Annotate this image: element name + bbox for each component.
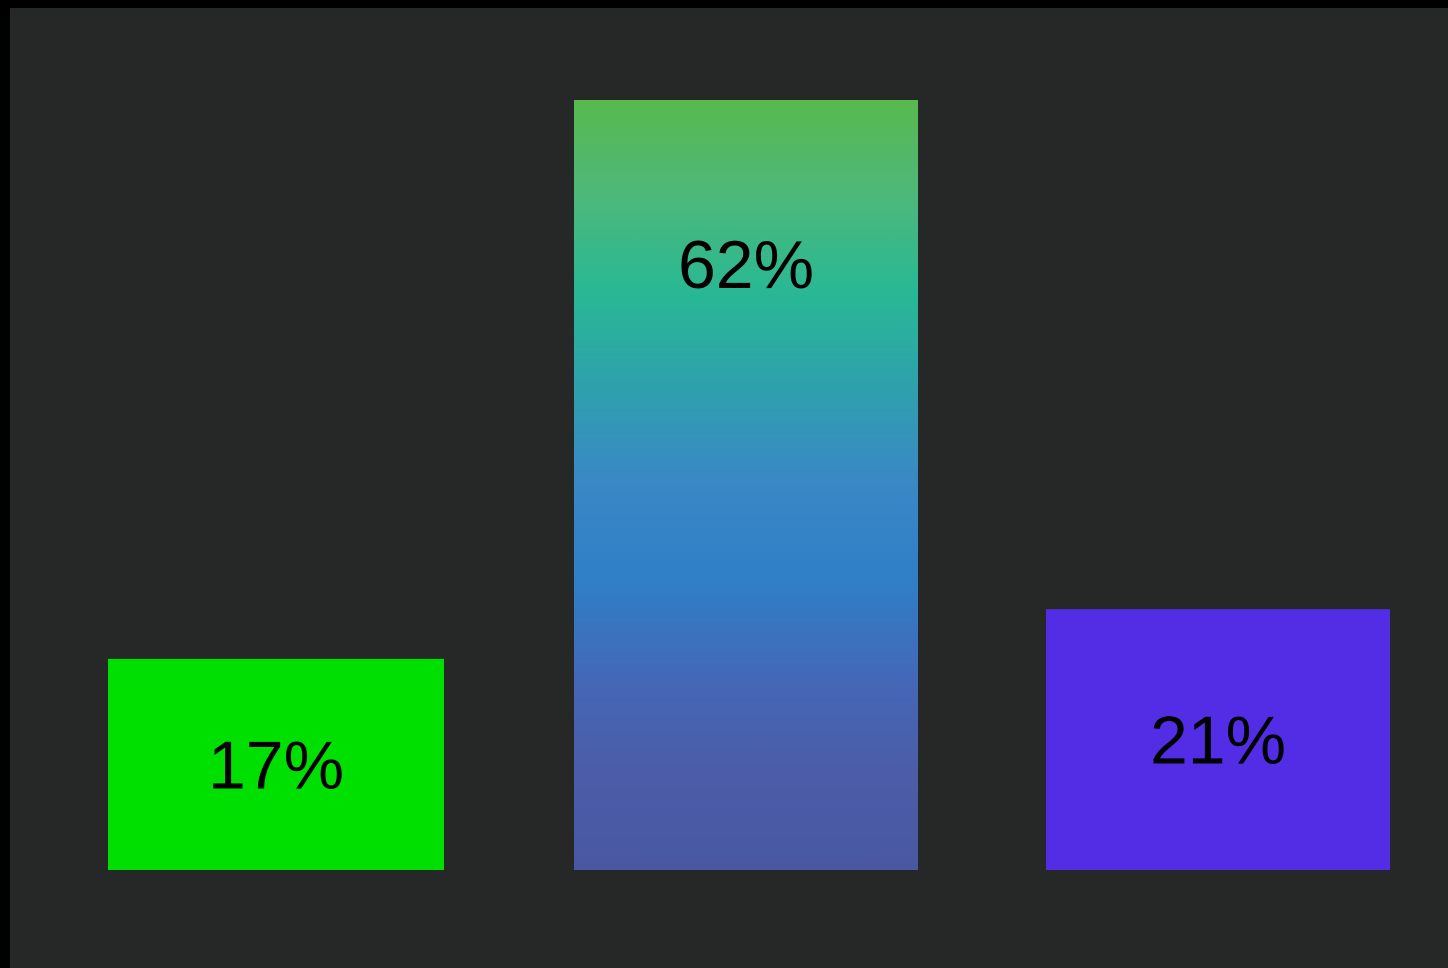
chart-panel: 17% 62% 21%: [10, 8, 1448, 968]
bar-1: [108, 658, 444, 870]
bar-2: [574, 100, 918, 870]
bar-3-value-label: 21%: [1150, 703, 1286, 779]
bars-layer: [108, 100, 1390, 870]
bar-1-value-label: 17%: [208, 727, 344, 803]
bar-3: [1046, 609, 1390, 870]
bar-2-value-label: 62%: [678, 227, 814, 303]
data-labels-layer: 17% 62% 21%: [208, 227, 1286, 803]
bar-chart: 17% 62% 21%: [108, 100, 1390, 870]
